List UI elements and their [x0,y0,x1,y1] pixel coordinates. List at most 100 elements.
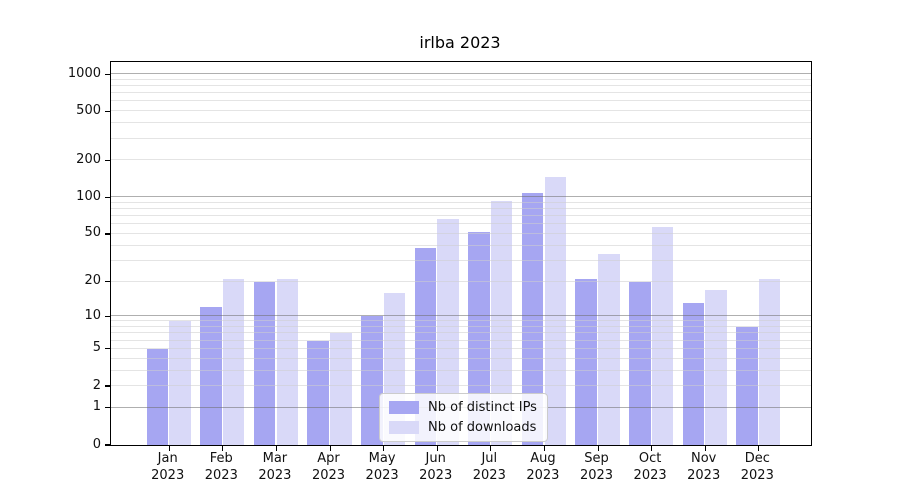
year-label: 2023 [258,468,292,483]
x-tick-mark [383,446,385,451]
x-tick-mark [222,446,224,451]
x-axis-tick-label: Jan 2023 [151,450,184,484]
y-tick-mark [105,233,110,235]
month-label: Aug [530,451,556,466]
y-tick-mark [105,348,110,350]
bar-distinct-ips-dec [736,327,758,445]
year-label: 2023 [687,468,721,483]
month-label: Mar [262,451,288,466]
gridline [111,223,811,225]
x-tick-mark [758,446,760,451]
month-label: Dec [744,451,770,466]
y-tick-mark [105,280,110,283]
gridline [111,159,811,161]
gridline [111,92,811,94]
y-tick-mark [105,407,110,409]
x-axis-tick-label: Aug 2023 [526,450,559,484]
bar-downloads-aug [544,177,566,445]
x-axis-tick-label: May 2023 [366,450,399,484]
bar-downloads-sep [598,254,620,445]
legend-label: Nb of downloads [428,420,537,435]
x-axis-tick-label: Nov 2023 [687,450,720,484]
x-axis-tick-label: Dec 2023 [741,450,774,484]
y-axis-tick-label: 500 [76,102,101,118]
y-tick-mark [105,444,110,446]
gridline [111,100,811,102]
month-label: Feb [209,451,233,466]
bar-downloads-mar [276,279,298,445]
x-axis-tick-label: Mar 2023 [258,450,291,484]
y-axis-tick-label: 0 [92,436,101,452]
bar-downloads-feb [222,279,245,445]
x-axis-tick-label: Apr 2023 [312,450,345,484]
month-label: Oct [638,451,662,466]
year-label: 2023 [740,468,774,483]
bar-distinct-ips-sep [575,279,597,445]
x-tick-mark [329,446,331,451]
chart-title: irlba 2023 [419,33,501,52]
bar-distinct-ips-aug [521,193,544,445]
y-tick-mark [105,73,110,75]
y-axis-tick-label: 200 [76,151,101,167]
x-tick-mark [597,446,599,451]
bar-downloads-oct [651,227,674,445]
x-axis-tick-label: Oct 2023 [634,450,667,484]
month-label: Jun [425,451,446,466]
legend-label: Nb of distinct IPs [428,400,537,415]
bar-downloads-dec [758,279,781,445]
gridline [111,78,811,80]
year-label: 2023 [633,468,667,483]
year-label: 2023 [579,468,614,483]
x-axis-tick-label: Feb 2023 [205,450,238,484]
gridline [111,196,811,198]
gridline [111,122,811,124]
gridline [111,85,811,86]
month-label: Apr [317,451,340,466]
x-tick-mark [704,446,706,451]
y-tick-mark [105,159,110,161]
y-tick-mark [105,110,110,112]
y-axis-tick-label: 5 [92,340,101,356]
gridline [111,110,811,112]
y-tick-mark [105,385,110,387]
year-label: 2023 [151,468,185,483]
bar-distinct-ips-jul [468,231,490,445]
y-tick-mark [105,315,110,317]
gridline [111,201,811,203]
x-tick-mark [651,446,653,451]
month-label: Nov [691,451,717,466]
y-axis-tick-label: 2 [92,377,101,393]
plot-area: Nb of distinct IPs Nb of downloads [105,61,812,451]
y-axis-tick-label: 1 [92,399,101,415]
gridline [111,73,811,75]
legend-item: Nb of downloads [389,420,537,435]
x-tick-mark [490,446,492,451]
gridline [111,259,811,261]
y-axis-tick-label: 50 [84,225,101,241]
gridline [111,208,811,210]
gridline [111,244,811,246]
month-label: May [368,451,396,466]
x-axis-tick-label: Jun 2023 [419,450,452,484]
y-axis-tick-label: 1000 [67,65,101,81]
bar-downloads-jun [437,219,459,445]
bar-distinct-ips-nov [682,303,705,445]
y-axis-tick-label: 20 [84,273,101,288]
x-axis-tick-label: Jul 2023 [473,450,506,484]
bar-downloads-apr [330,333,352,445]
bar-distinct-ips-oct [629,281,651,445]
year-label: 2023 [526,468,560,483]
x-tick-mark [436,446,438,451]
year-label: 2023 [204,468,238,483]
legend-item: Nb of distinct IPs [389,400,537,415]
y-axis-tick-label: 100 [76,188,101,204]
bar-downloads-jul [490,201,513,445]
gridline [111,280,811,282]
month-label: Sep [584,451,609,466]
gridline [111,215,811,217]
year-label: 2023 [419,468,453,483]
year-label: 2023 [311,468,346,483]
x-axis-tick-label: Sep 2023 [580,450,613,484]
x-tick-mark [168,446,170,451]
month-label: Jul [481,451,498,466]
